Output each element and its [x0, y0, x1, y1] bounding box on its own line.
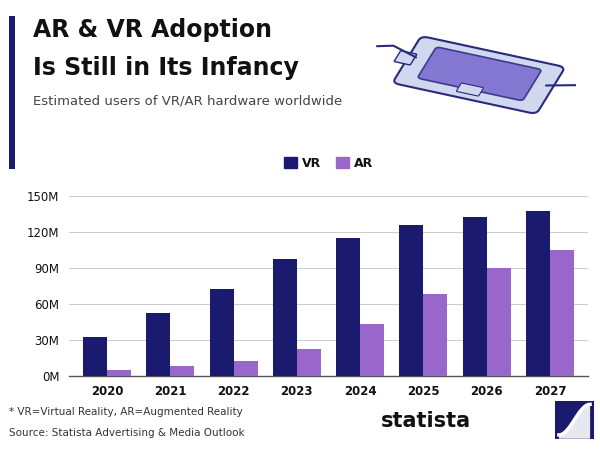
Bar [550, 250, 574, 376]
Bar [424, 294, 448, 376]
Text: * VR=Virtual Reality, AR=Augmented Reality: * VR=Virtual Reality, AR=Augmented Reali… [9, 407, 243, 417]
Bar [487, 268, 511, 376]
Legend: VR, AR: VR, AR [279, 152, 378, 175]
Bar [360, 324, 384, 376]
FancyBboxPatch shape [394, 51, 416, 65]
Bar [400, 225, 424, 376]
Bar [273, 259, 297, 376]
Bar [83, 338, 107, 376]
Bar [209, 289, 233, 376]
Bar [463, 217, 487, 376]
Bar [233, 361, 257, 376]
FancyBboxPatch shape [418, 47, 541, 100]
Text: Estimated users of VR/AR hardware worldwide: Estimated users of VR/AR hardware worldw… [33, 94, 342, 108]
Text: statista: statista [381, 411, 471, 431]
Text: AR & VR Adoption: AR & VR Adoption [33, 18, 272, 42]
Polygon shape [559, 404, 590, 439]
FancyBboxPatch shape [457, 83, 484, 96]
Bar [170, 366, 194, 376]
Bar [336, 238, 360, 376]
Bar [297, 349, 321, 376]
Text: Is Still in Its Infancy: Is Still in Its Infancy [33, 56, 299, 80]
Bar [526, 212, 550, 376]
FancyBboxPatch shape [394, 37, 563, 113]
Bar [107, 370, 131, 376]
Bar [146, 313, 170, 376]
Text: Source: Statista Advertising & Media Outlook: Source: Statista Advertising & Media Out… [9, 428, 245, 438]
